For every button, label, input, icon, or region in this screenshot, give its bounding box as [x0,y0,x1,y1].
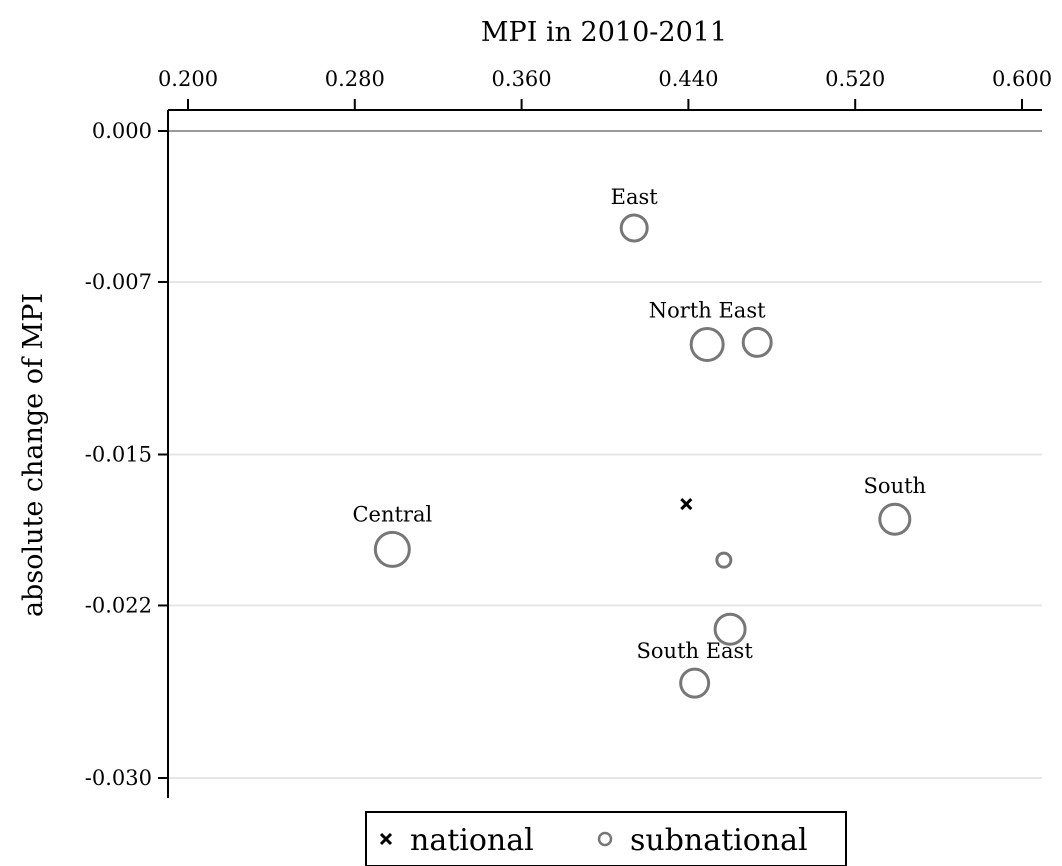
subnational-point [715,551,733,569]
point-label: South East [637,639,754,663]
national-point [680,498,693,511]
x-tick-label: 0.200 [158,67,218,91]
national-point-stroke [680,498,693,511]
x-tick-label: 0.280 [325,67,385,91]
x-axis-title: MPI in 2010-2011 [481,17,727,48]
labels-layer: East North East South Central South East [352,185,926,663]
axes-layer: 0.000 -0.007 -0.015 -0.022 -0.030 0.200 0.280 0… [18,17,1052,798]
subnational-point [878,502,912,536]
point-label: Central [352,502,432,526]
subnational-point [689,327,725,363]
grid-layer [168,130,1042,779]
y-tick-label: -0.015 [85,443,152,467]
subnational-point [619,213,649,243]
x-tick-label: 0.360 [492,67,552,91]
legend-subnational-marker [597,831,613,847]
point-label: South [864,474,927,498]
y-tick-label: -0.007 [85,270,152,294]
subnational-point [679,667,711,699]
subnational-point [741,326,773,358]
legend-national-marker-stroke [379,832,393,846]
legend-box [365,811,847,866]
x-tick-label: 0.440 [658,67,718,91]
legend-national-marker [379,832,393,846]
y-tick-label: -0.022 [85,593,152,617]
x-tick-label: 0.600 [992,67,1052,91]
legend-subnational-label: subnational [630,823,808,858]
y-axis-title: absolute change of MPI [18,293,49,617]
y-tick-label: -0.030 [85,766,152,790]
points-layer [373,213,912,699]
legend-national-label: national [410,823,534,858]
point-label: East [611,185,659,209]
legend: national subnational [365,811,847,866]
y-tick-label: 0.000 [92,119,152,143]
subnational-point [713,612,747,646]
point-label: North East [649,299,766,323]
x-tick-label: 0.520 [825,67,885,91]
subnational-point [373,530,411,568]
